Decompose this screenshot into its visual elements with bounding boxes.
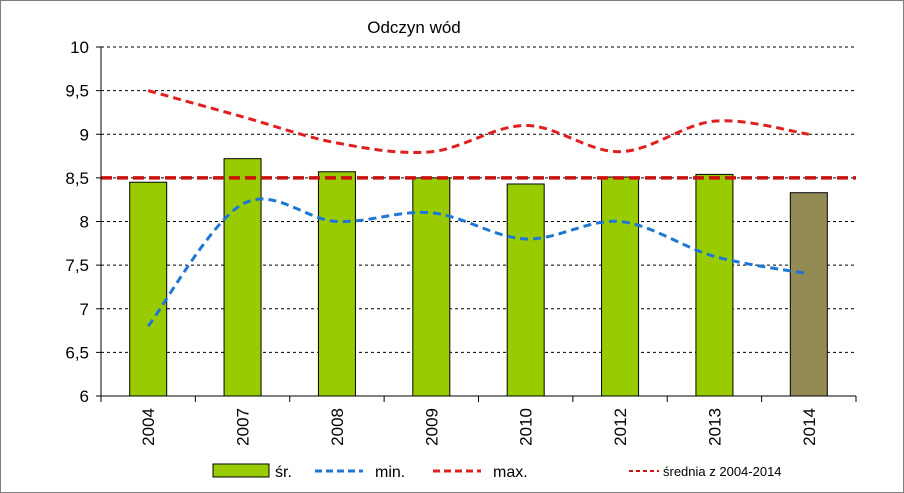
x-tick-label: 2010: [517, 408, 536, 446]
series-lines: [147, 89, 810, 328]
bar-2009: [412, 177, 451, 397]
legend-label-min: min.: [375, 464, 405, 481]
y-tick-label: 8,5: [65, 169, 89, 188]
y-tick-label: 6: [80, 387, 89, 406]
x-tick-label: 2012: [611, 408, 630, 446]
y-tick-label: 9,5: [65, 82, 89, 101]
y-tick-label: 10: [70, 38, 89, 57]
legend-label-max: max.: [493, 464, 528, 481]
legend: śr. min. max. średnia z 2004-2014: [212, 463, 782, 481]
bar-2010: [506, 183, 545, 397]
x-tick-label: 2008: [328, 408, 347, 446]
bar-2012: [601, 176, 640, 397]
x-tick-label: 2007: [234, 408, 253, 446]
y-tick-label: 7,5: [65, 256, 89, 275]
x-tick-label: 2013: [705, 408, 724, 446]
bar-2008: [317, 171, 356, 397]
bar-2007: [223, 158, 262, 397]
bar-2004: [129, 181, 168, 397]
axes: [100, 47, 857, 402]
legend-label-reference: średnia z 2004-2014: [663, 464, 782, 479]
x-tick-label: 2009: [422, 408, 441, 446]
y-tick-label: 6,5: [65, 343, 89, 362]
x-tick-label: 2004: [139, 408, 158, 446]
y-tick-labels: 6 6,5 7 7,5 8 8,5 9 9,5 10: [65, 38, 89, 406]
x-tick-labels: 2004 2007 2008 2009 2010 2012 2013 2014: [139, 408, 819, 446]
y-tick-label: 8: [80, 213, 89, 232]
bars: [129, 158, 828, 397]
legend-swatch-avg: [212, 463, 270, 478]
line-min: [147, 197, 810, 328]
x-tick-label: 2014: [800, 408, 819, 446]
grid-lines: [96, 46, 856, 397]
y-tick-label: 9: [80, 125, 89, 144]
legend-label-avg: śr.: [275, 464, 292, 481]
bar-2013: [695, 173, 734, 397]
bar-2014: [789, 192, 828, 397]
line-max: [147, 89, 810, 154]
chart-title: Odczyn wód: [367, 18, 461, 37]
y-tick-label: 7: [80, 300, 89, 319]
